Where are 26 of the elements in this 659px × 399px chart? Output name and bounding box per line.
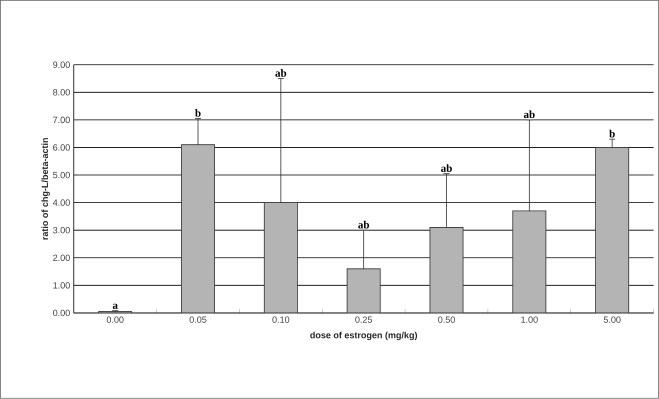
y-tick-label: 7.00 (53, 116, 70, 124)
y-tick-label: 1.00 (53, 282, 70, 289)
y-tick-label: 8.00 (53, 89, 70, 96)
y-tick-label: 3.00 (53, 227, 70, 234)
y-tick-label: 0.00 (53, 310, 70, 316)
y-tick-label: 2.00 (53, 254, 70, 262)
y-axis-title: ratio of chg-L/beta-actin (41, 138, 50, 240)
y-tick-label: 5.00 (53, 172, 70, 178)
annotation: ab (524, 110, 535, 118)
x-tick-label: 0.05 (190, 316, 206, 323)
x-tick-label: 0.00 (106, 316, 124, 323)
annotation: a (112, 304, 118, 310)
x-tick-label: 0.25 (355, 316, 372, 323)
y-tick-label: 9.00 (53, 62, 70, 68)
annotation: ab (441, 164, 452, 172)
annotation: b (195, 109, 201, 117)
x-tick-label: 0.10 (272, 316, 290, 323)
annotation: ab (358, 220, 370, 229)
annotation: b (609, 130, 615, 138)
y-tick-label: 6.00 (53, 144, 70, 151)
annotation: ab (275, 69, 286, 77)
x-axis-title: dose of estrogen (mg/kg) (310, 332, 418, 340)
x-tick-label: 5.00 (604, 316, 621, 323)
x-tick-label: 1.00 (521, 316, 538, 323)
y-tick-label: 4.00 (52, 200, 70, 206)
x-tick-label: 0.50 (438, 316, 455, 323)
